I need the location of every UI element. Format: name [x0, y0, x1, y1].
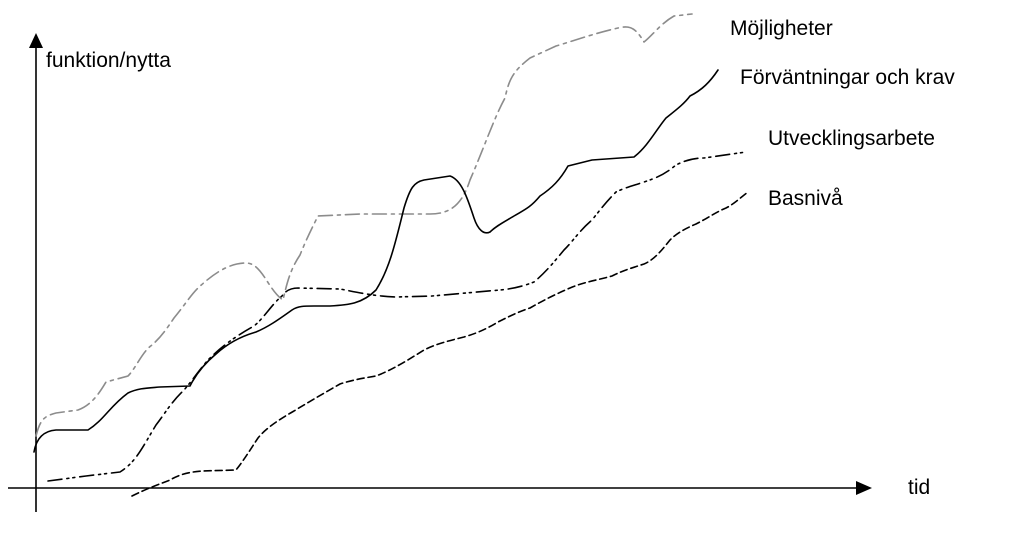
label-forvantningar: Förväntningar och krav [740, 66, 955, 89]
label-basniva: Basnivå [768, 187, 843, 210]
axes [8, 33, 872, 512]
x-axis-label: tid [908, 476, 930, 499]
curve-utveckling [47, 151, 747, 482]
curve-mojligheter [35, 13, 693, 437]
curve-forvantningar [33, 69, 719, 453]
y-axis-label: funktion/nytta [46, 49, 171, 72]
y-axis-arrowhead [29, 33, 43, 48]
curve-basniva [131, 191, 749, 497]
x-axis-arrowhead [856, 481, 872, 495]
label-utveckling: Utvecklingsarbete [768, 127, 935, 150]
label-mojligheter: Möjligheter [730, 17, 833, 40]
